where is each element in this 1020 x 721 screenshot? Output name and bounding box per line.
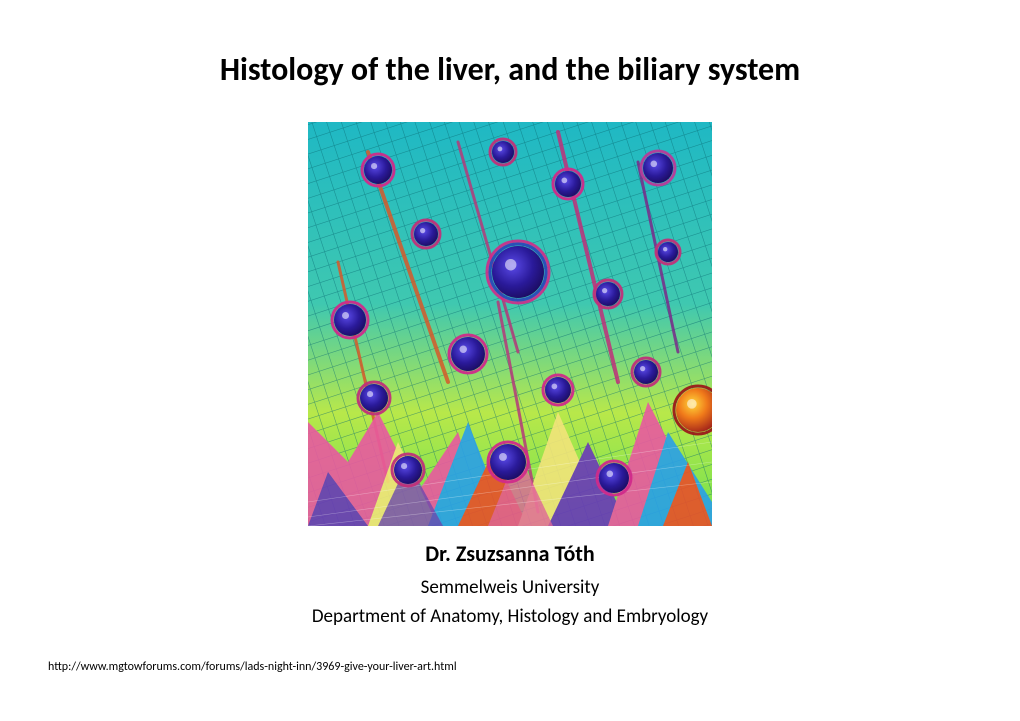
slide: Histology of the liver, and the biliary … bbox=[0, 0, 1020, 721]
slide-image bbox=[308, 122, 712, 526]
micrograph-art-svg bbox=[308, 122, 712, 526]
source-url: http://www.mgtowforums.com/forums/lads-n… bbox=[48, 660, 457, 674]
author-name: Dr. Zsuzsanna Tóth bbox=[0, 540, 1020, 567]
department-name: Department of Anatomy, Histology and Emb… bbox=[0, 605, 1020, 628]
institution-name: Semmelweis University bbox=[0, 576, 1020, 599]
slide-title: Histology of the liver, and the biliary … bbox=[0, 50, 1020, 89]
